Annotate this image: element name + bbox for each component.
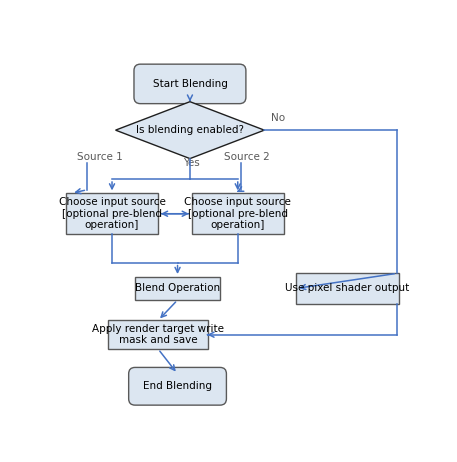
FancyBboxPatch shape bbox=[134, 64, 246, 103]
Text: Start Blending: Start Blending bbox=[153, 79, 228, 89]
Text: End Blending: End Blending bbox=[143, 381, 212, 391]
Text: Choose input source
[optional pre-blend
operation]: Choose input source [optional pre-blend … bbox=[58, 197, 165, 231]
FancyBboxPatch shape bbox=[108, 321, 207, 349]
Text: Use pixel shader output: Use pixel shader output bbox=[286, 284, 409, 293]
FancyBboxPatch shape bbox=[296, 274, 399, 304]
Text: Source 1: Source 1 bbox=[77, 152, 122, 162]
FancyBboxPatch shape bbox=[135, 277, 220, 300]
Text: Is blending enabled?: Is blending enabled? bbox=[136, 125, 244, 135]
Text: No: No bbox=[271, 113, 286, 123]
Text: Source 2: Source 2 bbox=[223, 152, 269, 162]
Text: Apply render target write
mask and save: Apply render target write mask and save bbox=[92, 324, 224, 346]
Text: Choose input source
[optional pre-blend
operation]: Choose input source [optional pre-blend … bbox=[184, 197, 291, 231]
FancyBboxPatch shape bbox=[192, 193, 284, 234]
FancyBboxPatch shape bbox=[129, 367, 226, 405]
Text: Blend Operation: Blend Operation bbox=[135, 284, 220, 293]
Text: Yes: Yes bbox=[183, 158, 200, 169]
FancyBboxPatch shape bbox=[66, 193, 158, 234]
Polygon shape bbox=[116, 102, 264, 158]
